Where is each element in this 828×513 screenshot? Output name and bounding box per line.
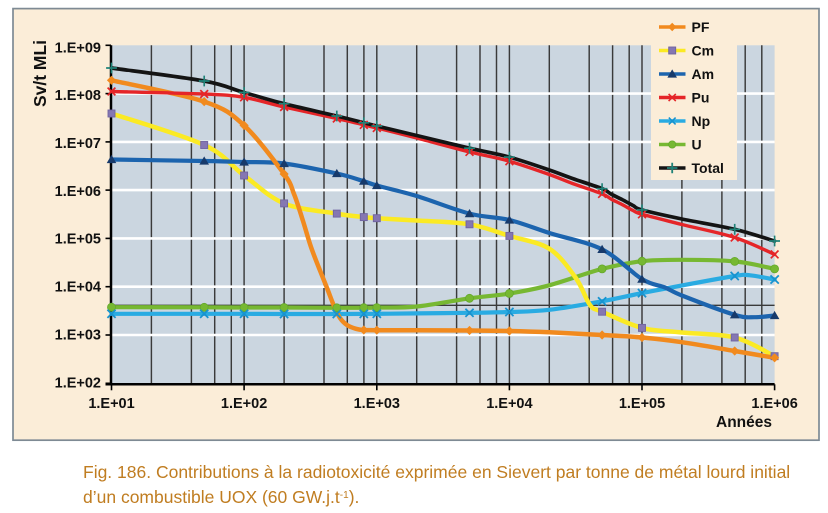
svg-text:1.E+09: 1.E+09 — [55, 40, 101, 56]
svg-text:Total: Total — [692, 160, 724, 176]
svg-text:1.E+05: 1.E+05 — [55, 232, 101, 248]
svg-text:Am: Am — [692, 66, 715, 82]
svg-text:1.E+04: 1.E+04 — [55, 280, 101, 296]
svg-text:1.E+06: 1.E+06 — [751, 396, 797, 412]
svg-text:Np: Np — [692, 113, 711, 129]
svg-text:Cm: Cm — [692, 43, 715, 59]
svg-text:PF: PF — [692, 19, 710, 35]
svg-text:1.E+03: 1.E+03 — [354, 396, 400, 412]
svg-text:1.E+04: 1.E+04 — [486, 396, 532, 412]
svg-text:Sv/t MLi: Sv/t MLi — [30, 40, 50, 107]
svg-text:1.E+05: 1.E+05 — [619, 396, 665, 412]
svg-text:Années: Années — [716, 414, 772, 431]
svg-text:1.E+07: 1.E+07 — [55, 136, 101, 152]
svg-text:1.E+08: 1.E+08 — [55, 88, 101, 104]
svg-text:1.E+03: 1.E+03 — [55, 327, 101, 343]
svg-text:1.E+06: 1.E+06 — [55, 184, 101, 200]
svg-text:1.E+01: 1.E+01 — [88, 396, 134, 412]
svg-text:Pu: Pu — [692, 90, 710, 106]
svg-text:1.E+02: 1.E+02 — [55, 375, 101, 391]
svg-text:U: U — [692, 137, 702, 153]
svg-text:1.E+02: 1.E+02 — [221, 396, 267, 412]
